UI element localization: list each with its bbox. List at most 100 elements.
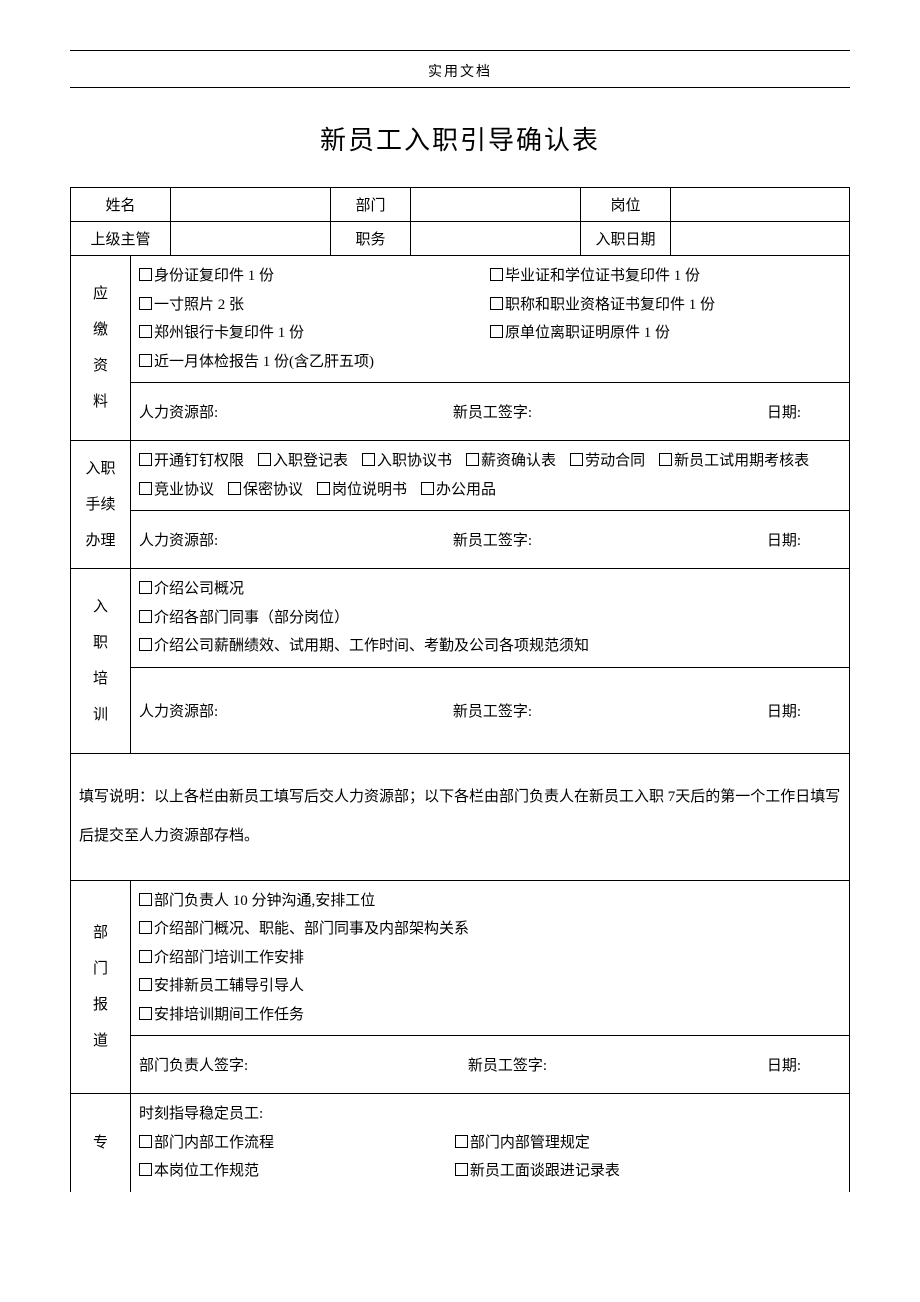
- checkbox-icon[interactable]: [139, 950, 152, 963]
- section-special-items: 时刻指导稳定员工: 部门内部工作流程 本岗位工作规范 部门内部管理规定 新员工面…: [131, 1094, 850, 1192]
- checkbox-icon[interactable]: [258, 453, 271, 466]
- input-entry-date[interactable]: [671, 222, 850, 256]
- label-position: 岗位: [581, 188, 671, 222]
- label-name: 姓名: [71, 188, 171, 222]
- checkbox-icon[interactable]: [139, 638, 152, 651]
- checkbox-label: 开通钉钉权限: [154, 453, 244, 469]
- checkbox-icon[interactable]: [659, 453, 672, 466]
- checkbox-label: 安排新员工辅导引导人: [154, 978, 304, 994]
- checkbox-label: 部门负责人 10 分钟沟通,安排工位: [154, 893, 375, 909]
- sig-emp[interactable]: 新员工签字:: [453, 700, 532, 721]
- checkbox-label: 薪资确认表: [481, 453, 556, 469]
- checkbox-label: 入职协议书: [377, 453, 452, 469]
- input-name[interactable]: [171, 188, 331, 222]
- checkbox-icon[interactable]: [139, 610, 152, 623]
- header-doc-label: 实用文档: [70, 55, 850, 87]
- checkbox-icon[interactable]: [139, 268, 152, 281]
- input-position[interactable]: [671, 188, 850, 222]
- section-docs-signature: 人力资源部: 新员工签字: 日期:: [131, 383, 850, 441]
- sig-emp[interactable]: 新员工签字:: [453, 401, 532, 422]
- input-duty[interactable]: [411, 222, 581, 256]
- checkbox-label: 岗位说明书: [332, 482, 407, 498]
- sig-emp[interactable]: 新员工签字:: [468, 1054, 547, 1075]
- checkbox-icon[interactable]: [570, 453, 583, 466]
- section-docs-items: 身份证复印件 1 份 一寸照片 2 张 郑州银行卡复印件 1 份 近一月体检报告…: [131, 256, 850, 383]
- checkbox-label: 介绍公司概况: [154, 581, 244, 597]
- input-supervisor[interactable]: [171, 222, 331, 256]
- checkbox-label: 本岗位工作规范: [154, 1163, 259, 1179]
- sig-date[interactable]: 日期:: [767, 529, 801, 550]
- checkbox-label: 办公用品: [436, 482, 496, 498]
- label-duty: 职务: [331, 222, 411, 256]
- checkbox-label: 介绍各部门同事（部分岗位）: [154, 610, 349, 626]
- section-report-signature: 部门负责人签字: 新员工签字: 日期:: [131, 1036, 850, 1094]
- checkbox-icon[interactable]: [139, 921, 152, 934]
- checkbox-icon[interactable]: [139, 1135, 152, 1148]
- section-proc-label: 入职手续办理: [71, 441, 131, 569]
- onboarding-form-table: 姓名 部门 岗位 上级主管 职务 入职日期 应缴资料 身份证复印件 1 份 一寸…: [70, 187, 850, 1192]
- section-train-label: 入职培训: [71, 569, 131, 754]
- sig-hr[interactable]: 人力资源部:: [139, 700, 218, 721]
- checkbox-icon[interactable]: [139, 354, 152, 367]
- checkbox-label: 入职登记表: [273, 453, 348, 469]
- checkbox-icon[interactable]: [466, 453, 479, 466]
- checkbox-icon[interactable]: [421, 482, 434, 495]
- checkbox-icon[interactable]: [139, 482, 152, 495]
- checkbox-label: 介绍公司薪酬绩效、试用期、工作时间、考勤及公司各项规范须知: [154, 638, 589, 654]
- checkbox-icon[interactable]: [139, 453, 152, 466]
- checkbox-icon[interactable]: [139, 325, 152, 338]
- section-proc-signature: 人力资源部: 新员工签字: 日期:: [131, 511, 850, 569]
- checkbox-icon[interactable]: [228, 482, 241, 495]
- label-supervisor: 上级主管: [71, 222, 171, 256]
- sig-date[interactable]: 日期:: [767, 1054, 801, 1075]
- checkbox-label: 介绍部门概况、职能、部门同事及内部架构关系: [154, 921, 469, 937]
- checkbox-label: 安排培训期间工作任务: [154, 1007, 304, 1023]
- checkbox-icon[interactable]: [139, 1007, 152, 1020]
- section-report-label: 部门报道: [71, 880, 131, 1094]
- checkbox-label: 近一月体检报告 1 份(含乙肝五项): [154, 354, 374, 370]
- checkbox-icon[interactable]: [490, 325, 503, 338]
- instruction-text: 填写说明：以上各栏由新员工填写后交人力资源部；以下各栏由部门负责人在新员工入职 …: [71, 753, 850, 880]
- sig-mgr[interactable]: 部门负责人签字:: [139, 1054, 248, 1075]
- checkbox-label: 保密协议: [243, 482, 303, 498]
- checkbox-icon[interactable]: [317, 482, 330, 495]
- checkbox-label: 身份证复印件 1 份: [154, 268, 274, 284]
- checkbox-label: 新员工面谈跟进记录表: [470, 1163, 620, 1179]
- sig-hr[interactable]: 人力资源部:: [139, 529, 218, 550]
- checkbox-label: 一寸照片 2 张: [154, 297, 244, 313]
- checkbox-icon[interactable]: [455, 1163, 468, 1176]
- section-special-label: 专: [71, 1094, 131, 1192]
- special-heading: 时刻指导稳定员工:: [139, 1100, 841, 1129]
- input-dept[interactable]: [411, 188, 581, 222]
- section-report-items: 部门负责人 10 分钟沟通,安排工位 介绍部门概况、职能、部门同事及内部架构关系…: [131, 880, 850, 1036]
- checkbox-label: 郑州银行卡复印件 1 份: [154, 325, 304, 341]
- checkbox-label: 部门内部工作流程: [154, 1135, 274, 1151]
- checkbox-icon[interactable]: [139, 1163, 152, 1176]
- checkbox-label: 介绍部门培训工作安排: [154, 950, 304, 966]
- checkbox-icon[interactable]: [139, 978, 152, 991]
- sig-hr[interactable]: 人力资源部:: [139, 401, 218, 422]
- section-train-items: 介绍公司概况 介绍各部门同事（部分岗位） 介绍公司薪酬绩效、试用期、工作时间、考…: [131, 569, 850, 668]
- section-docs-label: 应缴资料: [71, 256, 131, 441]
- checkbox-label: 毕业证和学位证书复印件 1 份: [505, 268, 700, 284]
- checkbox-label: 劳动合同: [585, 453, 645, 469]
- section-train-signature: 人力资源部: 新员工签字: 日期:: [131, 667, 850, 753]
- label-entry-date: 入职日期: [581, 222, 671, 256]
- checkbox-label: 竞业协议: [154, 482, 214, 498]
- checkbox-icon[interactable]: [490, 297, 503, 310]
- sig-date[interactable]: 日期:: [767, 401, 801, 422]
- sig-date[interactable]: 日期:: [767, 700, 801, 721]
- label-dept: 部门: [331, 188, 411, 222]
- checkbox-icon[interactable]: [490, 268, 503, 281]
- checkbox-icon[interactable]: [139, 297, 152, 310]
- checkbox-label: 原单位离职证明原件 1 份: [505, 325, 670, 341]
- checkbox-label: 职称和职业资格证书复印件 1 份: [505, 297, 715, 313]
- sig-emp[interactable]: 新员工签字:: [453, 529, 532, 550]
- checkbox-label: 新员工试用期考核表: [674, 453, 809, 469]
- checkbox-icon[interactable]: [455, 1135, 468, 1148]
- checkbox-label: 部门内部管理规定: [470, 1135, 590, 1151]
- checkbox-icon[interactable]: [362, 453, 375, 466]
- page-title: 新员工入职引导确认表: [70, 120, 850, 157]
- checkbox-icon[interactable]: [139, 581, 152, 594]
- checkbox-icon[interactable]: [139, 893, 152, 906]
